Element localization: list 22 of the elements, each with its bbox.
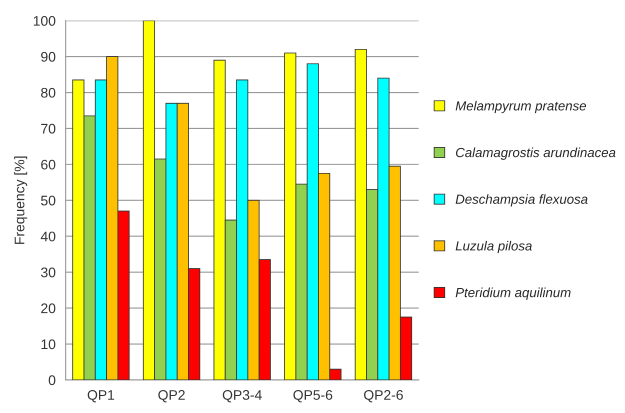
legend-label: Deschampsia flexuosa [456, 194, 588, 206]
y-tick-label: 10 [42, 339, 56, 350]
x-tick-label: QP2-6 [364, 390, 403, 402]
y-tick-label: 70 [41, 124, 56, 134]
y-tick-label: 30 [40, 268, 56, 278]
x-tick-label: QP1 [88, 390, 114, 402]
y-tick-label: 80 [41, 88, 56, 98]
legend-label: Melampyrum pratense [456, 100, 586, 114]
x-tick-label: QP5-6 [293, 390, 332, 402]
y-tick-label: 40 [40, 232, 56, 242]
x-tick-label: QP3-4 [222, 390, 262, 402]
legend-label: Pteridium aquilinum [456, 288, 571, 300]
y-tick-label: 50 [41, 196, 56, 206]
legend-label: Luzula pilosa [456, 240, 532, 254]
x-tick-label: QP2 [158, 390, 185, 402]
y-tick-label: 20 [41, 303, 56, 314]
y-tick-label: 90 [41, 52, 56, 62]
y-tick-label: 100 [34, 16, 56, 26]
y-tick-label: 0 [48, 375, 56, 386]
y-tick-label: 60 [41, 160, 56, 170]
legend-label: Calamagrostis arundinacea [456, 148, 616, 160]
y-axis-title: Frequency [%] [14, 156, 28, 244]
